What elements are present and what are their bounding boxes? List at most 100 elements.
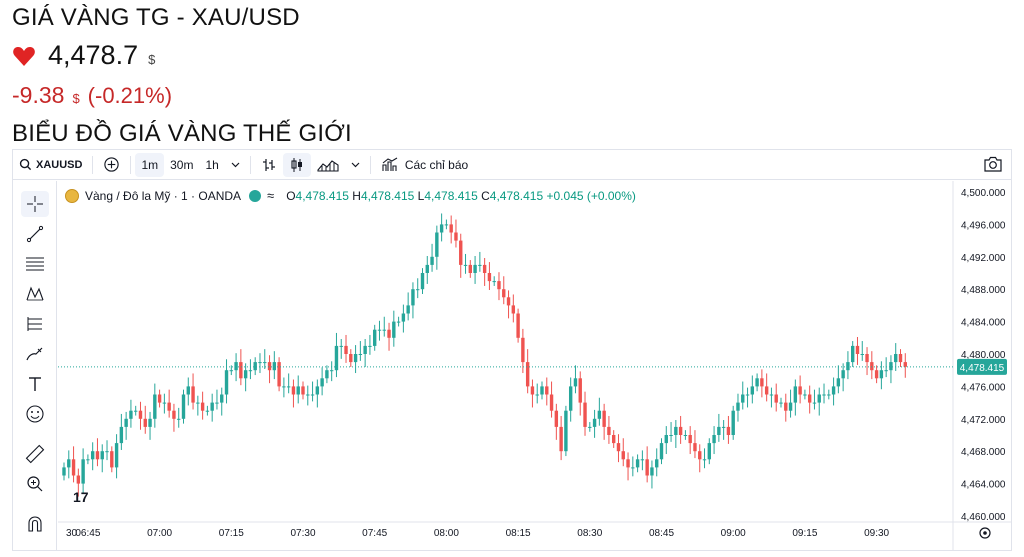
x-tick-label: 07:45: [362, 528, 387, 539]
legend-high: 4,478.415: [360, 188, 415, 203]
candle-body: [377, 329, 382, 331]
candle-body: [822, 394, 826, 396]
candle-body: [492, 281, 496, 283]
candle-body: [803, 394, 807, 396]
search-icon: [19, 158, 32, 171]
candle-body: [129, 410, 133, 419]
candle-body: [750, 386, 755, 395]
candle-body: [81, 459, 85, 484]
toolbar-divider: [369, 155, 371, 174]
candle-body: [755, 378, 759, 387]
x-tick-label: 08:00: [434, 528, 459, 539]
candle-body: [693, 443, 697, 452]
candles-style-button[interactable]: [282, 152, 311, 177]
tradingview-logo-icon: 17: [73, 489, 89, 505]
price-chart[interactable]: 4,500.000 4,496.000 4,492.000 4,488.000 4,48…: [13, 150, 1011, 550]
candle-body: [296, 386, 300, 395]
candle-body: [894, 354, 898, 363]
interval-1m[interactable]: 1m: [135, 152, 165, 177]
candle-body: [177, 418, 181, 420]
interval-30m[interactable]: 30m: [170, 157, 194, 172]
candle-body: [382, 329, 386, 331]
bars-icon: [262, 158, 275, 171]
candle-body: [138, 410, 143, 419]
screenshot-button[interactable]: [983, 155, 1003, 176]
candle-body: [459, 240, 463, 265]
interval-1h[interactable]: 1h: [205, 157, 219, 172]
candle-body: [172, 410, 176, 419]
candle-body: [573, 378, 578, 387]
trend-line-tool[interactable]: [21, 221, 49, 247]
candle-body: [884, 370, 888, 372]
candle-body: [497, 281, 501, 290]
candle-body: [564, 410, 568, 452]
emoji-tool[interactable]: [21, 401, 49, 427]
y-tick-label: 4,484.000: [961, 318, 1006, 329]
candle-body: [191, 386, 195, 403]
toolbar-divider: [92, 155, 94, 174]
candle-body: [105, 451, 109, 453]
change-currency: $: [72, 91, 80, 106]
candle-body: [157, 394, 162, 403]
candle-body: [831, 386, 836, 395]
candle-body: [530, 386, 535, 395]
candle-body: [774, 394, 778, 403]
candle-body: [263, 362, 267, 364]
candle-body: [282, 386, 286, 388]
candle-body: [119, 426, 124, 444]
candle-body: [616, 443, 621, 452]
candle-body: [267, 362, 272, 371]
interval-dropdown[interactable]: [225, 150, 246, 180]
symbol-search[interactable]: XAUUSD: [13, 150, 88, 180]
x-tick-label: 07:30: [290, 528, 315, 539]
bars-style-button[interactable]: [255, 150, 283, 180]
candle-body: [449, 224, 453, 233]
current-price: 4,478.7: [48, 40, 139, 70]
candle-body: [396, 321, 401, 323]
zoom-in-icon: [27, 476, 43, 492]
candle-body: [239, 362, 243, 379]
candle-body: [592, 418, 597, 427]
crosshair-tool[interactable]: [21, 191, 49, 217]
price-currency: $: [148, 52, 156, 67]
trend-line-icon: [26, 225, 44, 243]
candle-body: [229, 370, 233, 372]
y-tick-label: 4,460.000: [961, 512, 1006, 523]
pattern-tool[interactable]: [21, 281, 49, 307]
candle-body: [368, 345, 372, 347]
y-tick-label: 4,496.000: [961, 220, 1006, 231]
legend-close-label: C: [481, 188, 490, 203]
candle-body: [807, 394, 812, 403]
price-change: -9.38: [12, 82, 65, 108]
fib-tool[interactable]: [21, 251, 49, 277]
indicators-button[interactable]: Các chỉ báo: [375, 150, 474, 180]
ruler-tool[interactable]: [21, 441, 49, 467]
measure-tool[interactable]: [21, 311, 49, 337]
candle-body: [76, 475, 81, 484]
chart-toolbar: XAUUSD 1m 30m 1h: [13, 150, 1011, 180]
candle-body: [865, 354, 869, 363]
candle-body: [659, 443, 664, 460]
zoom-tool[interactable]: [21, 471, 49, 497]
candle-body: [827, 394, 831, 396]
brush-icon: [26, 347, 43, 361]
candle-body: [363, 345, 367, 354]
candle-body: [224, 370, 229, 395]
change-row: -9.38 $ (-0.21%): [12, 82, 172, 109]
candle-body: [717, 426, 721, 435]
text-tool[interactable]: [21, 371, 49, 397]
candle-body: [430, 256, 434, 265]
legend-ohlc: O4,478.415 H4,478.415 L4,478.415 C4,478.…: [286, 189, 636, 203]
chevron-down-icon: [231, 162, 240, 167]
brush-tool[interactable]: [21, 341, 49, 367]
y-tick-label: 4,472.000: [961, 415, 1006, 426]
x-tick-label: 07:15: [219, 528, 244, 539]
candle-body: [898, 354, 903, 363]
magnet-tool[interactable]: [21, 511, 49, 537]
chart-type-dropdown[interactable]: [345, 150, 366, 180]
candle-body: [712, 435, 716, 444]
candle-body: [664, 435, 668, 444]
candle-body: [903, 362, 907, 367]
compare-button[interactable]: [97, 150, 126, 180]
area-style-button[interactable]: [311, 150, 345, 180]
